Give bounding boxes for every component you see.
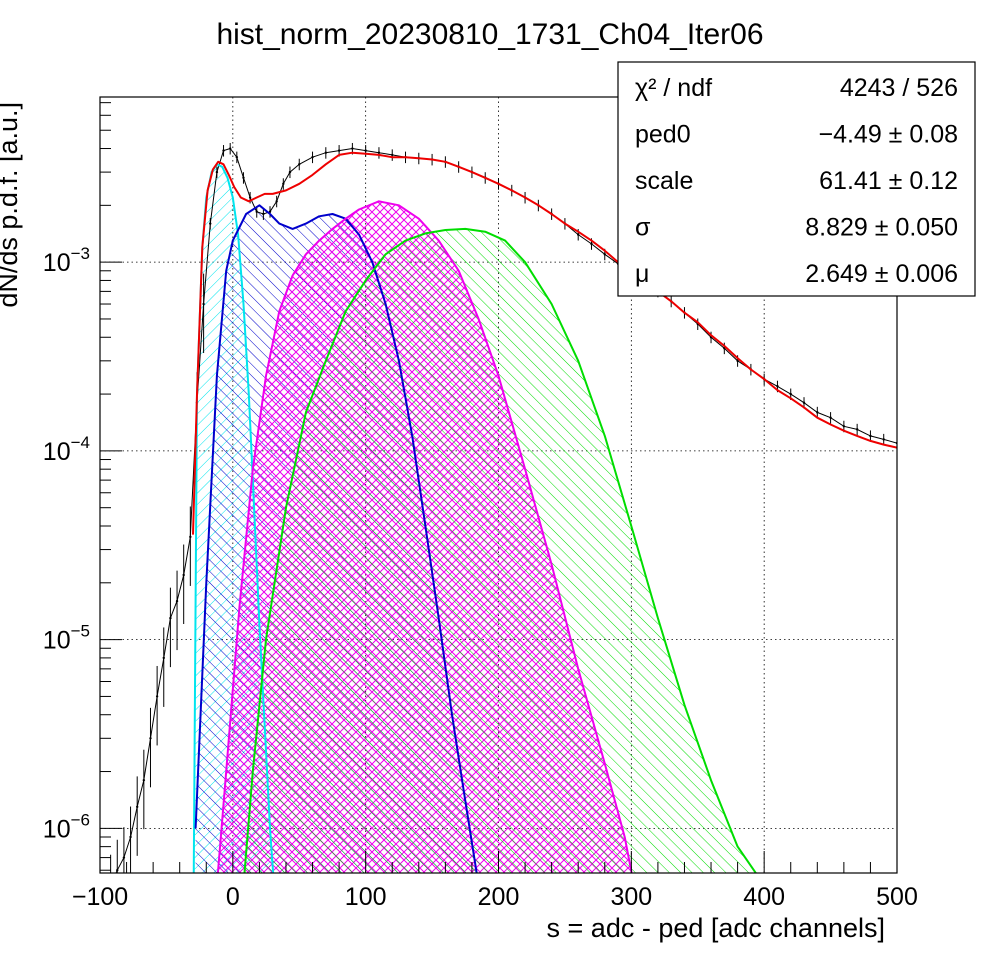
histogram-point <box>842 425 846 428</box>
x-tick-label: −100 <box>72 883 128 911</box>
x-tick-label: 300 <box>610 883 652 911</box>
histogram-point <box>802 401 806 404</box>
y-tick-label: 10−4 <box>43 433 90 466</box>
axis-ticks <box>99 102 898 873</box>
histogram-point <box>135 805 139 809</box>
stats-value-4: 2.649 ± 0.006 <box>805 260 958 288</box>
x-tick-label: 100 <box>345 883 387 911</box>
stats-label-2: scale <box>635 167 693 195</box>
histogram-point <box>175 599 179 603</box>
histogram-point <box>222 149 225 152</box>
fit-stats-box: χ² / ndf 4243 / 526 ped0 −4.49 ± 0.08 scale 6… <box>617 61 976 297</box>
histogram-point <box>776 385 779 388</box>
histogram-point <box>129 835 132 839</box>
series-line-blue <box>194 204 478 873</box>
series-line-green <box>243 227 758 873</box>
histogram-point <box>116 869 119 872</box>
histogram-point <box>228 147 232 150</box>
histogram-point <box>215 170 219 174</box>
histogram-point <box>590 242 593 246</box>
stats-box-frame <box>617 61 976 297</box>
histogram-point <box>288 170 292 174</box>
x-tick-labels: −100 0 100 200 300 400 500 <box>72 883 918 911</box>
x-tick-label: 200 <box>478 883 520 911</box>
x-tick-label: 500 <box>876 883 918 911</box>
stats-label-4: μ <box>635 260 649 288</box>
histogram-point <box>311 155 314 159</box>
histogram-point <box>262 212 265 216</box>
histogram-point <box>869 434 872 438</box>
stats-label-0: χ² / ndf <box>635 74 712 102</box>
x-tick-label: 0 <box>226 883 240 911</box>
histogram-point <box>142 778 146 782</box>
histogram-point <box>248 196 252 199</box>
histogram-point <box>189 535 192 539</box>
histogram-point <box>282 182 285 186</box>
histogram-point <box>829 416 832 419</box>
series-line-red <box>192 151 897 535</box>
histogram-point <box>169 616 172 620</box>
series-fill-green <box>244 228 756 873</box>
histogram-point <box>162 656 165 660</box>
histogram-point <box>882 438 885 441</box>
y-tick-label: 10−3 <box>43 244 90 277</box>
stats-value-3: 8.829 ± 0.050 <box>805 214 958 242</box>
histogram-point <box>242 176 245 179</box>
histogram-point <box>603 253 606 256</box>
stats-value-1: −4.49 ± 0.08 <box>818 121 958 149</box>
histogram-point <box>275 200 278 203</box>
stats-label-1: ped0 <box>635 121 691 149</box>
y-tick-labels: 10−6 10−5 10−4 10−3 <box>43 244 90 843</box>
histogram-point <box>255 210 258 213</box>
y-axis-label: dN/ds p.d.f. [a.u.] <box>0 102 23 308</box>
histogram-point <box>391 153 394 157</box>
series-lines <box>192 151 897 873</box>
x-tick-label: 400 <box>743 883 785 911</box>
histogram-point <box>377 151 381 154</box>
histogram-point <box>364 149 367 152</box>
y-tick-label: 10−6 <box>43 810 90 843</box>
histogram-point <box>235 155 239 159</box>
histogram-point <box>789 392 792 396</box>
series-line-magenta <box>216 200 633 873</box>
histogram-point <box>816 411 819 414</box>
histogram-point <box>337 149 341 152</box>
histogram-point <box>155 695 159 698</box>
histogram-point <box>202 302 205 306</box>
histogram-point <box>855 428 859 431</box>
stats-value-0: 4243 / 526 <box>840 74 958 102</box>
histogram-point <box>298 163 301 166</box>
histogram-point <box>149 737 152 740</box>
stats-value-2: 61.41 ± 0.12 <box>819 167 958 195</box>
histogram-point <box>577 233 580 236</box>
histogram-point <box>736 359 739 363</box>
histogram-point <box>182 573 185 577</box>
chart-title: hist_norm_20230810_1731_Ch04_Iter06 <box>216 18 763 51</box>
stats-label-3: σ <box>635 214 651 242</box>
y-tick-label: 10−5 <box>43 622 90 655</box>
x-axis-label: s = adc - ped [adc channels] <box>547 913 885 943</box>
histogram-point <box>122 856 126 859</box>
histogram-point <box>324 151 328 154</box>
histogram-point <box>209 222 212 225</box>
histogram-point <box>351 147 354 150</box>
